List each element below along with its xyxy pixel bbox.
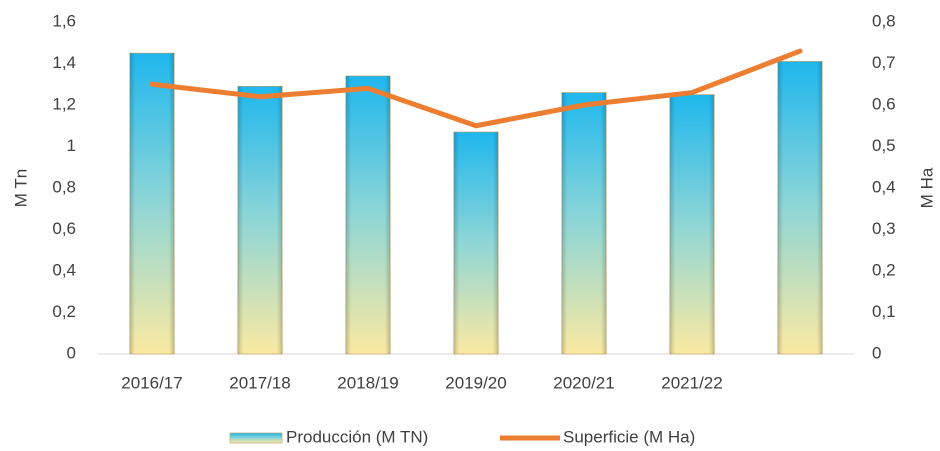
y2-tick-label: 0,1 <box>872 302 896 321</box>
y-tick-label: 0,4 <box>52 260 76 279</box>
y2-tick-label: 0,3 <box>872 219 896 238</box>
line <box>149 48 803 129</box>
bar-shade <box>453 131 499 354</box>
y-tick-label: 0,6 <box>52 219 76 238</box>
x-tick-label: 2019/20 <box>445 373 506 392</box>
x-tick-label: 2021/22 <box>661 373 722 392</box>
y-tick-label: 1 <box>67 136 76 155</box>
legend-swatch <box>229 432 283 444</box>
y-tick-label: 0 <box>67 343 76 362</box>
y2-tick-label: 0 <box>872 343 881 362</box>
y-axis-title: M Tn <box>11 169 30 207</box>
y-tick-label: 1,2 <box>52 94 76 113</box>
y2-tick-label: 0,7 <box>872 53 896 72</box>
y-tick-label: 1,6 <box>52 11 76 30</box>
y2-tick-label: 0,4 <box>872 177 896 196</box>
x-tick-label: 2020/21 <box>553 373 614 392</box>
bar-shade <box>669 94 715 354</box>
y-tick-label: 0,8 <box>52 177 76 196</box>
bar-shade <box>237 86 283 354</box>
y-tick-label: 0,2 <box>52 302 76 321</box>
y-tick-label: 1,4 <box>52 53 76 72</box>
x-tick-label: 2016/17 <box>121 373 182 392</box>
x-tick-label: 2017/18 <box>229 373 290 392</box>
x-tick-label: 2018/19 <box>337 373 398 392</box>
bar-shade <box>561 92 607 355</box>
bar-shade <box>129 53 175 354</box>
y2-tick-label: 0,5 <box>872 136 896 155</box>
y2-tick-label: 0,6 <box>872 94 896 113</box>
bar-shade <box>777 61 823 355</box>
bar-shade <box>345 75 391 354</box>
y2-tick-label: 0,2 <box>872 260 896 279</box>
y2-axis-title: M Ha <box>917 167 936 208</box>
legend-label: Superficie (M Ha) <box>563 427 695 446</box>
y2-tick-label: 0,8 <box>872 11 896 30</box>
legend-label: Producción (M TN) <box>286 427 428 446</box>
